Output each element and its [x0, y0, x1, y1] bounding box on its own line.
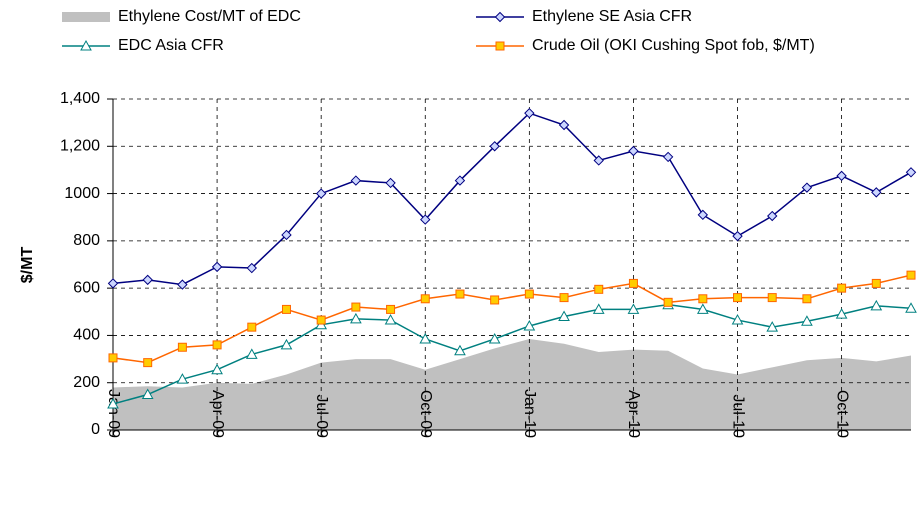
marker — [245, 348, 258, 359]
marker — [733, 293, 743, 303]
marker — [384, 314, 397, 325]
marker — [142, 274, 153, 286]
x-tick-label: Apr-10 — [625, 390, 642, 438]
marker — [350, 312, 362, 324]
legend-marker — [80, 39, 92, 51]
marker — [906, 270, 916, 280]
area — [113, 338, 911, 430]
marker — [558, 310, 570, 322]
marker — [837, 283, 847, 293]
marker — [177, 342, 187, 352]
legend-marker — [494, 11, 506, 23]
y-axis-title: $/MT — [19, 247, 36, 284]
y-tick-label: 0 — [91, 421, 100, 438]
y-tick-label: 1,400 — [60, 90, 100, 107]
marker — [802, 294, 812, 304]
marker — [524, 107, 535, 119]
marker — [766, 321, 779, 332]
x-tick-label: Oct-10 — [833, 390, 850, 438]
legend-label: EDC Asia CFR — [118, 37, 224, 54]
marker — [212, 340, 222, 350]
marker — [386, 304, 396, 314]
marker — [211, 261, 223, 273]
marker — [698, 294, 708, 304]
marker — [420, 214, 431, 225]
x-tick-label: Jan-10 — [521, 389, 538, 438]
marker — [663, 297, 673, 307]
marker — [696, 303, 709, 314]
marker — [732, 230, 743, 242]
line — [112, 274, 912, 364]
marker — [316, 315, 326, 325]
marker — [351, 302, 361, 312]
marker — [731, 314, 744, 325]
marker — [592, 303, 605, 314]
legend-label: Crude Oil (OKI Cushing Spot fob, $/MT) — [532, 37, 815, 54]
y-tick-label: 200 — [73, 374, 100, 391]
marker — [107, 278, 119, 289]
marker — [835, 308, 848, 319]
marker — [628, 145, 639, 157]
marker — [454, 175, 466, 186]
y-tick-label: 1,200 — [60, 138, 100, 155]
marker — [489, 141, 500, 152]
marker — [246, 262, 257, 274]
marker — [558, 119, 570, 131]
marker — [385, 177, 396, 189]
legend-label: Ethylene SE Asia CFR — [532, 8, 692, 25]
marker — [594, 284, 604, 294]
marker — [697, 209, 709, 221]
marker — [141, 388, 154, 400]
legend-marker — [495, 41, 505, 51]
marker — [627, 303, 640, 314]
x-tick-label: Apr-09 — [209, 390, 226, 438]
marker — [628, 278, 638, 288]
y-tick-label: 600 — [73, 279, 100, 296]
marker — [523, 319, 536, 331]
marker — [767, 210, 778, 222]
y-tick-label: 1000 — [64, 185, 100, 202]
marker — [176, 373, 189, 384]
x-tick-label: Jul-10 — [729, 394, 746, 438]
marker — [801, 182, 813, 193]
marker — [280, 338, 293, 350]
marker — [419, 332, 432, 344]
x-tick-label: Jul-09 — [313, 394, 330, 438]
y-tick-label: 400 — [73, 327, 100, 344]
marker — [420, 294, 430, 304]
marker — [107, 397, 119, 409]
marker — [870, 299, 883, 311]
marker — [767, 293, 777, 303]
marker — [247, 322, 257, 332]
marker — [350, 175, 362, 186]
marker — [662, 151, 674, 163]
marker — [281, 304, 291, 314]
marker — [801, 315, 813, 326]
marker — [871, 187, 882, 198]
marker — [143, 358, 153, 368]
marker — [905, 302, 917, 313]
marker — [211, 363, 223, 375]
marker — [905, 167, 917, 178]
marker — [524, 289, 534, 299]
line — [112, 303, 912, 405]
marker — [455, 289, 465, 299]
marker — [836, 170, 847, 182]
line — [112, 112, 912, 286]
marker — [488, 332, 501, 344]
y-tick-label: 800 — [73, 232, 100, 249]
marker — [315, 188, 327, 199]
marker — [559, 293, 569, 303]
legend-label: Ethylene Cost/MT of EDC — [118, 8, 301, 25]
marker — [177, 279, 188, 290]
x-tick-label: Oct-09 — [417, 390, 434, 438]
marker — [281, 229, 292, 241]
marker — [108, 353, 118, 363]
marker — [454, 344, 466, 356]
marker — [490, 295, 500, 305]
marker — [593, 155, 604, 166]
marker — [871, 278, 881, 288]
legend-swatch — [62, 12, 110, 22]
